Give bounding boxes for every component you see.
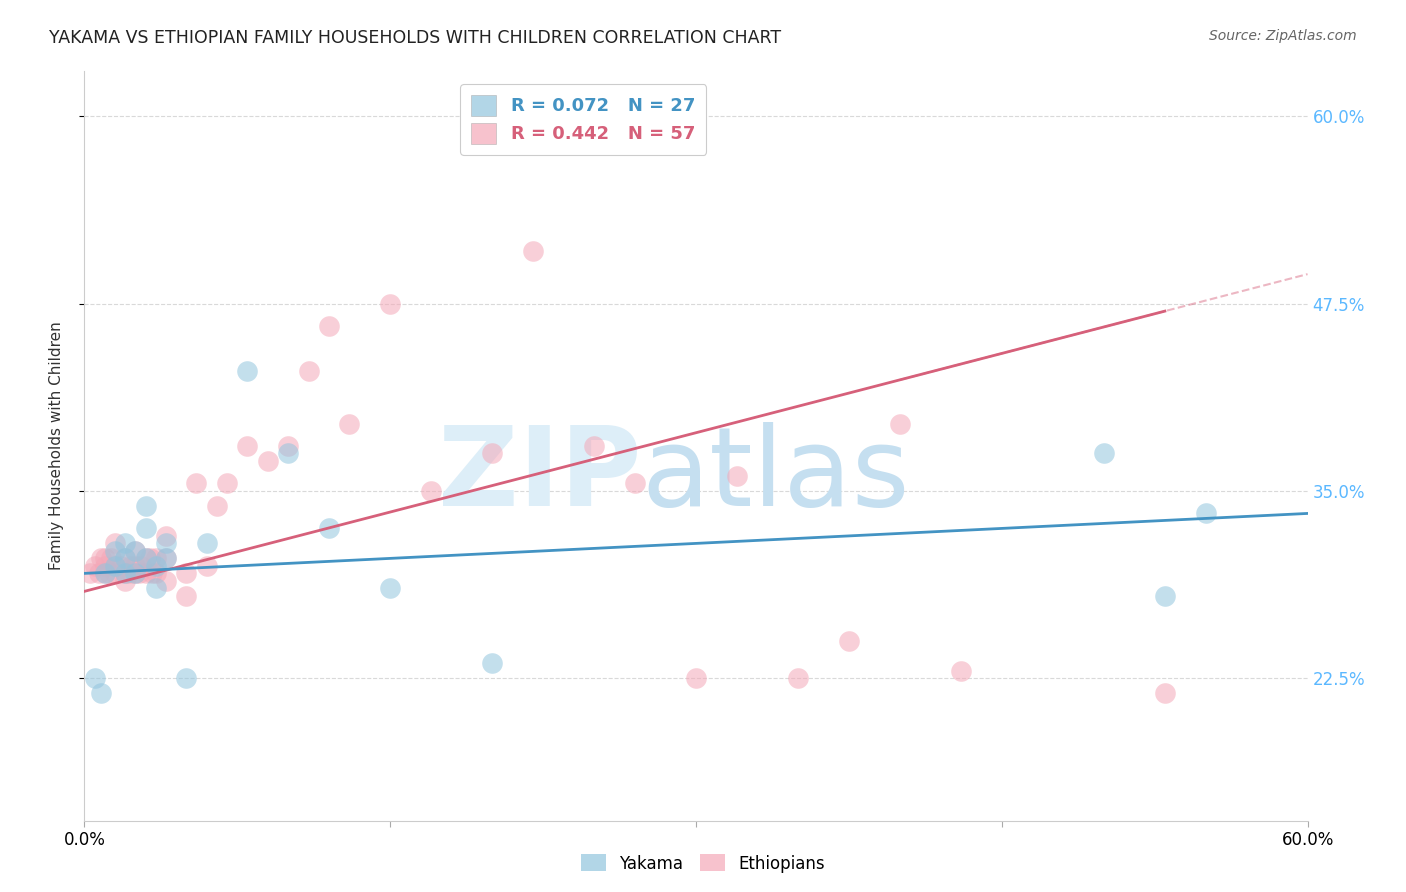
Point — [277, 439, 299, 453]
Point — [236, 364, 259, 378]
Point — [104, 536, 127, 550]
Point — [481, 657, 503, 671]
Point — [124, 544, 146, 558]
Point — [339, 417, 361, 431]
Point — [205, 499, 228, 513]
Point — [124, 566, 146, 581]
Point — [114, 566, 136, 581]
Point — [380, 582, 402, 596]
Point — [135, 499, 157, 513]
Point — [93, 566, 115, 581]
Point — [114, 574, 136, 588]
Point — [174, 566, 197, 581]
Point — [174, 671, 197, 685]
Point — [120, 558, 142, 573]
Point — [725, 469, 748, 483]
Point — [195, 558, 218, 573]
Point — [114, 551, 136, 566]
Point — [481, 446, 503, 460]
Point — [155, 536, 177, 550]
Point — [114, 566, 136, 581]
Point — [1154, 589, 1177, 603]
Point — [124, 544, 146, 558]
Point — [131, 558, 153, 573]
Point — [104, 566, 127, 581]
Point — [83, 558, 105, 573]
Point — [100, 551, 122, 566]
Point — [145, 558, 167, 573]
Y-axis label: Family Households with Children: Family Households with Children — [49, 322, 63, 570]
Point — [787, 671, 810, 685]
Point — [124, 558, 146, 573]
Point — [135, 551, 157, 566]
Point — [104, 558, 127, 573]
Point — [124, 566, 146, 581]
Legend: R = 0.072   N = 27, R = 0.442   N = 57: R = 0.072 N = 27, R = 0.442 N = 57 — [460, 84, 706, 154]
Point — [195, 536, 218, 550]
Point — [141, 566, 163, 581]
Text: atlas: atlas — [641, 423, 910, 530]
Point — [104, 558, 127, 573]
Point — [145, 582, 167, 596]
Point — [114, 536, 136, 550]
Point — [583, 439, 606, 453]
Point — [217, 476, 239, 491]
Point — [624, 476, 647, 491]
Point — [318, 521, 340, 535]
Point — [110, 558, 132, 573]
Point — [420, 483, 443, 498]
Point — [685, 671, 707, 685]
Point — [145, 566, 167, 581]
Point — [145, 551, 167, 566]
Point — [135, 551, 157, 566]
Point — [236, 439, 259, 453]
Point — [83, 671, 105, 685]
Point — [380, 296, 402, 310]
Text: YAKAMA VS ETHIOPIAN FAMILY HOUSEHOLDS WITH CHILDREN CORRELATION CHART: YAKAMA VS ETHIOPIAN FAMILY HOUSEHOLDS WI… — [49, 29, 782, 46]
Point — [155, 574, 177, 588]
Text: Source: ZipAtlas.com: Source: ZipAtlas.com — [1209, 29, 1357, 43]
Point — [174, 589, 197, 603]
Point — [186, 476, 208, 491]
Point — [93, 558, 115, 573]
Point — [104, 544, 127, 558]
Point — [155, 551, 177, 566]
Point — [155, 551, 177, 566]
Point — [97, 566, 120, 581]
Point — [155, 529, 177, 543]
Point — [90, 551, 112, 566]
Point — [118, 566, 141, 581]
Point — [87, 566, 110, 581]
Legend: Yakama, Ethiopians: Yakama, Ethiopians — [575, 847, 831, 880]
Text: ZIP: ZIP — [437, 423, 641, 530]
Point — [889, 417, 911, 431]
Point — [838, 633, 860, 648]
Point — [298, 364, 321, 378]
Point — [1154, 686, 1177, 700]
Point — [257, 454, 280, 468]
Point — [114, 551, 136, 566]
Point — [128, 566, 150, 581]
Point — [138, 551, 160, 566]
Point — [93, 566, 115, 581]
Point — [135, 566, 157, 581]
Point — [90, 686, 112, 700]
Point — [1092, 446, 1115, 460]
Point — [1195, 507, 1218, 521]
Point — [79, 566, 101, 581]
Point — [522, 244, 544, 259]
Point — [950, 664, 973, 678]
Point — [93, 551, 115, 566]
Point — [318, 319, 340, 334]
Point — [277, 446, 299, 460]
Point — [135, 521, 157, 535]
